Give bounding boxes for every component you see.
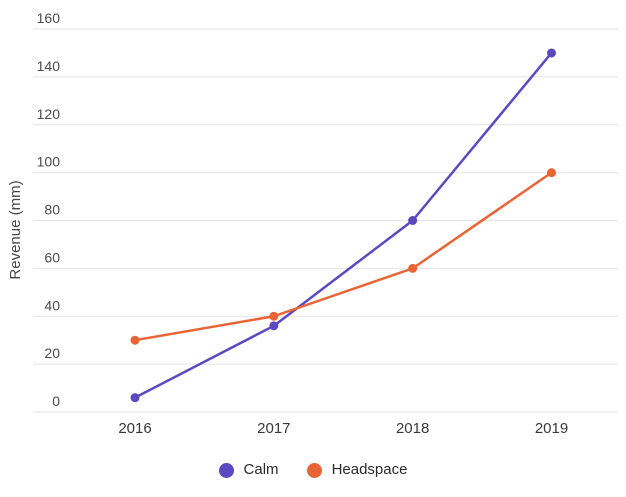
data-point-headspace-2019 <box>547 168 556 178</box>
data-point-calm-2016 <box>130 393 140 403</box>
y-tick-label-120: 120 <box>37 106 61 122</box>
y-axis-title: Revenue (mm) <box>7 180 24 279</box>
legend-label-headspace: Headspace <box>331 461 408 478</box>
data-point-headspace-2016 <box>130 335 140 345</box>
y-tick-label-40: 40 <box>44 297 60 313</box>
x-tick-label-2016: 2016 <box>118 420 151 437</box>
legend-item-headspace: Headspace <box>306 461 408 479</box>
data-point-headspace-2018 <box>408 263 418 273</box>
data-point-calm-2018 <box>408 216 418 225</box>
y-tick-label-80: 80 <box>44 202 60 218</box>
y-tick-label-0: 0 <box>52 393 60 409</box>
legend-swatch-calm <box>218 462 234 478</box>
x-tick-label-2018: 2018 <box>396 420 429 437</box>
y-tick-label-60: 60 <box>44 249 60 265</box>
legend-item-calm: Calm <box>218 461 279 479</box>
y-tick-label-20: 20 <box>44 345 60 361</box>
gridlines-layer <box>33 28 618 413</box>
series-line-calm <box>133 51 553 399</box>
axis-labels-layer: 0 20 40 60 80 100 120 140 160 2016 2017 2018 2019 <box>37 10 569 437</box>
data-point-calm-2017 <box>269 321 279 331</box>
x-tick-label-2017: 2017 <box>257 420 290 437</box>
legend-swatch-headspace <box>306 462 322 478</box>
legend-label-calm: Calm <box>243 461 279 478</box>
data-point-headspace-2017 <box>269 311 279 321</box>
y-tick-label-100: 100 <box>37 154 61 170</box>
chart-legend: Calm Headspace <box>0 461 626 479</box>
data-point-calm-2019 <box>547 48 556 58</box>
series-line-headspace <box>133 171 553 342</box>
y-tick-label-140: 140 <box>37 58 61 74</box>
y-tick-label-160: 160 <box>37 10 61 26</box>
series-layer <box>130 48 556 403</box>
x-tick-label-2019: 2019 <box>535 420 568 437</box>
